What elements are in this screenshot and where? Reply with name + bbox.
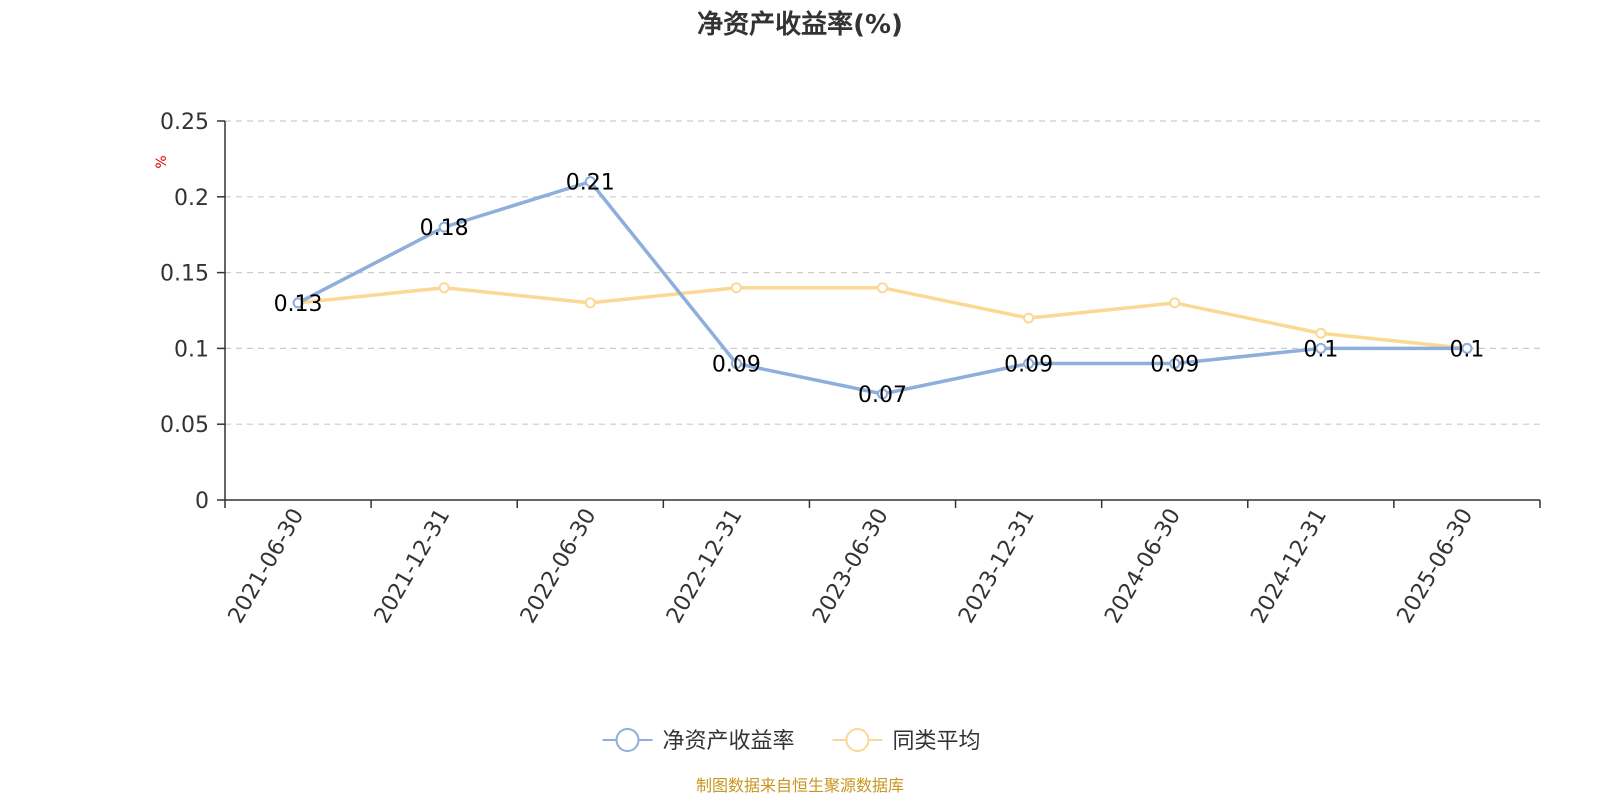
x-tick-label: 2022-12-31 [662, 505, 748, 628]
series-point [1315, 327, 1327, 339]
data-labels: 0.13 0.18 0.21 0.09 0.07 0.09 0.09 0.1 0.1 [274, 171, 1485, 408]
x-tick-label: 2025-06-30 [1393, 505, 1479, 628]
y-tick-label: 0.2 [174, 186, 209, 211]
axes: 0 0.05 0.1 0.15 0.2 0.25 2021-06-30 2021-12-31 2… [160, 110, 1541, 628]
source-note: 制图数据来自恒生聚源数据库 [696, 776, 904, 795]
data-label: 0.1 [1449, 337, 1484, 362]
x-tick-label: 2022-06-30 [516, 505, 602, 628]
data-label: 0.09 [1004, 353, 1053, 378]
data-label: 0.1 [1303, 337, 1338, 362]
series-point [730, 282, 742, 294]
data-label: 0.09 [1150, 353, 1199, 378]
series-point [584, 176, 596, 188]
series-line [297, 286, 1468, 351]
data-label: 0.07 [858, 383, 907, 408]
y-axis-unit: % [154, 155, 170, 168]
y-tick-label: 0 [195, 489, 209, 514]
grid-lines [225, 120, 1540, 425]
legend: 净资产收益率 同类平均 [602, 728, 981, 754]
chart-title: 净资产收益率(%) [697, 9, 903, 40]
x-tick-label: 2023-06-30 [808, 505, 894, 628]
y-tick-label: 0.25 [160, 110, 209, 135]
series-point [292, 297, 304, 309]
data-label: 0.18 [420, 216, 469, 241]
legend-swatch-marker [845, 728, 870, 752]
series-lines [292, 176, 1473, 400]
series-point [1461, 342, 1473, 354]
x-tick-label: 2023-12-31 [954, 505, 1040, 628]
data-label: 0.21 [566, 171, 615, 196]
y-tick-label: 0.05 [160, 413, 209, 438]
series-point [1023, 312, 1035, 324]
series-point [438, 221, 450, 233]
series-point [1023, 358, 1035, 370]
x-tick-label: 2021-12-31 [370, 505, 456, 628]
series-point [730, 358, 742, 370]
series-point [584, 297, 596, 309]
series-point [1315, 342, 1327, 354]
y-tick-label: 0.1 [174, 337, 209, 362]
series-point [1169, 358, 1181, 370]
series-point [877, 282, 888, 294]
x-tick-label: 2021-06-30 [224, 505, 310, 628]
x-tick-label: 2024-12-31 [1246, 505, 1332, 628]
legend-label: 同类平均 [893, 729, 981, 754]
legend-swatch-marker [615, 728, 640, 752]
series-point [438, 282, 450, 294]
data-label: 0.09 [712, 353, 761, 378]
data-label: 0.13 [274, 292, 323, 317]
legend-label: 净资产收益率 [663, 729, 795, 754]
series-point [877, 388, 888, 400]
series-point [1169, 297, 1181, 309]
x-tick-label: 2024-06-30 [1100, 505, 1186, 628]
y-tick-label: 0.15 [160, 262, 209, 287]
